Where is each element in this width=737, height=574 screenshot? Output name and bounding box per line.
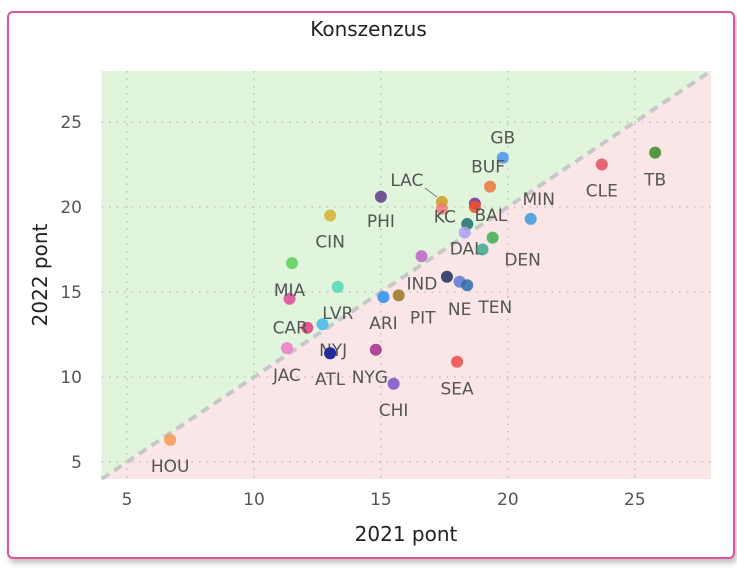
- data-point: [496, 151, 509, 164]
- above-region: [101, 71, 712, 479]
- data-point: [377, 291, 390, 304]
- reference-line: [100, 69, 713, 481]
- data-label: NE: [448, 300, 471, 320]
- label-leader-line: [424, 187, 438, 198]
- data-point: [324, 209, 337, 222]
- data-point: [486, 231, 499, 244]
- data-label: HOU: [151, 457, 190, 477]
- y-tick-label: 10: [60, 368, 82, 388]
- x-axis-label: 2021 pont: [355, 522, 458, 546]
- data-point: [415, 250, 428, 263]
- data-label: IND: [407, 275, 438, 295]
- y-tick-label: 25: [60, 113, 82, 133]
- data-point: [461, 279, 474, 292]
- data-point: [451, 355, 464, 368]
- data-point: [392, 289, 405, 302]
- data-label: KC: [434, 208, 456, 228]
- y-tick-label: 15: [60, 283, 82, 303]
- data-label: CHI: [379, 401, 409, 421]
- data-label: ARI: [369, 314, 397, 334]
- data-point: [280, 342, 293, 355]
- y-axis-label: 2022 pont: [28, 223, 52, 326]
- data-label: DEN: [504, 251, 541, 271]
- x-tick-label: 25: [624, 490, 646, 510]
- data-label: LVR: [322, 304, 353, 324]
- data-point: [595, 158, 608, 171]
- data-point: [369, 343, 382, 356]
- data-label: TEN: [477, 298, 512, 318]
- data-point: [164, 433, 177, 446]
- data-label: CLE: [586, 182, 618, 202]
- data-point: [374, 190, 387, 203]
- data-point: [387, 377, 400, 390]
- data-point: [440, 270, 453, 283]
- data-label: JAC: [272, 366, 301, 386]
- y-tick-label: 5: [71, 453, 82, 473]
- data-point: [435, 202, 448, 215]
- data-point: [301, 321, 314, 334]
- data-point: [524, 212, 537, 225]
- data-point: [484, 180, 497, 193]
- data-point: [316, 318, 329, 331]
- y-tick-label: 20: [60, 198, 82, 218]
- data-point: [286, 257, 299, 270]
- data-point: [468, 201, 481, 213]
- data-label: PIT: [410, 308, 436, 328]
- chart-title: Konszenzus: [310, 17, 427, 41]
- data-point: [649, 146, 662, 159]
- data-point: [331, 280, 344, 293]
- data-label: CAR: [273, 319, 308, 339]
- data-point: [476, 243, 489, 256]
- data-label: MIN: [523, 190, 555, 210]
- data-label: ATL: [315, 370, 346, 390]
- data-point: [458, 226, 471, 239]
- data-label: BAL: [474, 206, 507, 226]
- data-label: SEA: [440, 380, 474, 400]
- x-tick-label: 10: [243, 490, 265, 510]
- data-label: CIN: [315, 233, 345, 253]
- data-label: MIA: [274, 281, 306, 301]
- data-point: [324, 347, 337, 360]
- data-point: [283, 292, 296, 305]
- data-label: NYG: [352, 368, 388, 388]
- x-tick-label: 5: [122, 490, 133, 510]
- data-label: LAC: [390, 171, 423, 191]
- data-label: PHI: [367, 212, 395, 232]
- x-tick-label: 15: [370, 490, 392, 510]
- data-label: GB: [490, 129, 515, 149]
- data-label: BUF: [471, 158, 505, 178]
- data-label: TB: [643, 171, 666, 191]
- data-label: DAL: [450, 240, 484, 260]
- x-tick-label: 20: [497, 490, 519, 510]
